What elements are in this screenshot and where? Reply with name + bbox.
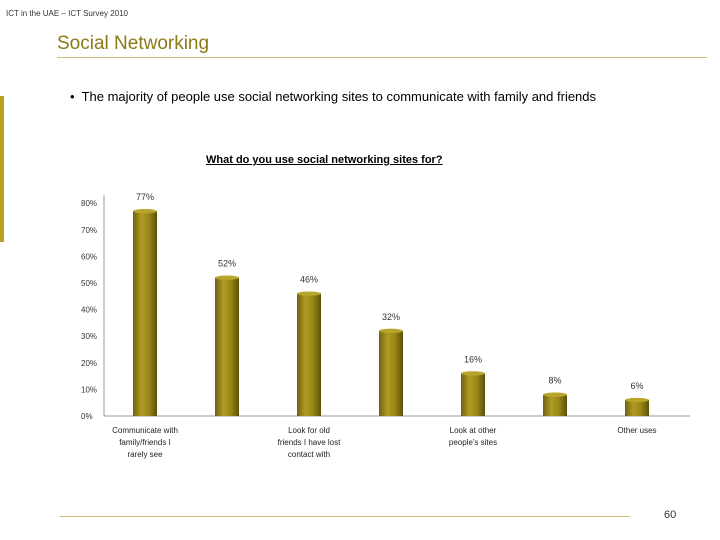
y-tick-label: 20% bbox=[81, 359, 97, 368]
category-label: Look for old friends I have lost contact w… bbox=[278, 426, 341, 459]
y-tick-label: 0% bbox=[81, 412, 93, 421]
bar-top bbox=[461, 371, 485, 376]
title-rule bbox=[57, 57, 707, 58]
slide-title: Social Networking bbox=[57, 33, 210, 54]
data-label: 46% bbox=[300, 275, 318, 285]
bullet-text: The majority of people use social networ… bbox=[81, 89, 597, 104]
bar-top bbox=[297, 291, 321, 296]
category-label: Other uses bbox=[617, 426, 656, 435]
bar-top bbox=[625, 397, 649, 403]
data-label: 6% bbox=[630, 381, 643, 391]
y-tick-label: 50% bbox=[81, 279, 97, 288]
y-tick-label: 70% bbox=[81, 226, 97, 235]
bar bbox=[543, 394, 567, 416]
y-tick-label: 40% bbox=[81, 306, 97, 315]
bar bbox=[215, 277, 239, 416]
bar bbox=[379, 330, 403, 416]
category-label: Look at other people's sites bbox=[449, 426, 497, 447]
y-tick-label: 30% bbox=[81, 332, 97, 341]
page-number: 60 bbox=[664, 509, 677, 521]
chart-title: What do you use social networking sites … bbox=[206, 154, 443, 166]
y-tick-label: 10% bbox=[81, 385, 97, 394]
data-label: 32% bbox=[382, 312, 400, 322]
y-tick-label: 80% bbox=[81, 199, 97, 208]
bar-top bbox=[379, 328, 403, 334]
bullet-point: • The majority of people use social netwo… bbox=[70, 89, 596, 104]
data-label: 8% bbox=[548, 376, 561, 386]
bullet-dot-icon: • bbox=[70, 89, 75, 104]
data-label: 16% bbox=[464, 354, 482, 364]
y-tick-label: 60% bbox=[81, 252, 97, 261]
bar bbox=[461, 373, 485, 416]
side-accent-bar bbox=[0, 96, 4, 242]
bar bbox=[133, 211, 157, 416]
footer-rule bbox=[60, 516, 630, 517]
header-text: ICT in the UAE – ICT Survey 2010 bbox=[6, 9, 128, 18]
bar-top bbox=[133, 208, 157, 214]
bar-top bbox=[215, 275, 239, 280]
data-label: 52% bbox=[218, 259, 236, 269]
bar bbox=[625, 400, 649, 416]
bar bbox=[297, 293, 321, 416]
data-label: 77% bbox=[136, 192, 154, 202]
bar-top bbox=[543, 392, 567, 397]
